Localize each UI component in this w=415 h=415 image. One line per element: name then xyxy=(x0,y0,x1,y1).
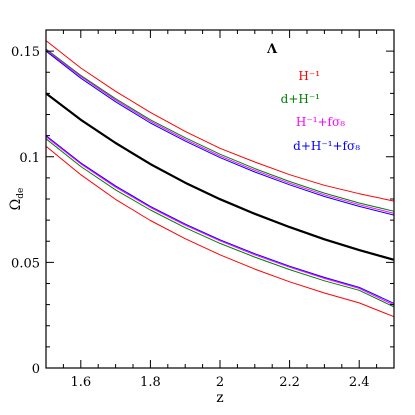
y-axis-label: Ωde xyxy=(8,188,26,211)
series-line-6 xyxy=(45,136,395,306)
y-axis-label-group: Ωde xyxy=(8,188,26,211)
legend-title: Λ xyxy=(266,42,278,57)
series-line-1 xyxy=(45,40,395,202)
x-tick-label-1: 1.8 xyxy=(140,375,161,390)
series-line-3 xyxy=(45,49,395,214)
x-tick-label-3: 2.2 xyxy=(279,375,300,390)
series-layer xyxy=(45,40,395,318)
legend: Λ H⁻¹ d+H⁻¹ H⁻¹+fσ₈ d+H⁻¹+fσ₈ xyxy=(266,42,360,153)
series-line-5 xyxy=(45,135,395,304)
legend-entry-h-inv: H⁻¹ xyxy=(298,69,320,83)
x-tick-label-2: 2 xyxy=(216,375,224,390)
x-tick-label-0: 1.6 xyxy=(70,375,91,390)
legend-entry-d-h-inv-fsigma8: d+H⁻¹+fσ₈ xyxy=(293,139,360,153)
legend-entry-d-h-inv: d+H⁻¹ xyxy=(281,92,320,106)
x-tick-labels: 1.6 1.8 2 2.2 2.4 xyxy=(70,375,369,390)
series-line-0 xyxy=(45,92,395,261)
y-tick-label-1: 0.05 xyxy=(11,256,40,271)
y-tick-label-0: 0 xyxy=(32,362,40,377)
series-line-2 xyxy=(45,48,395,212)
y-tick-labels: 0 0.05 0.1 0.15 xyxy=(11,45,40,377)
series-line-7 xyxy=(45,138,395,308)
ticks-layer xyxy=(45,29,395,369)
y-axis-label-main: Ω xyxy=(8,199,24,211)
series-line-8 xyxy=(45,145,395,318)
y-tick-label-2: 0.1 xyxy=(19,151,40,166)
x-axis-label: z xyxy=(216,390,223,406)
y-axis-label-sub: de xyxy=(16,188,26,199)
y-tick-label-3: 0.15 xyxy=(11,45,40,60)
legend-entry-h-inv-fsigma8: H⁻¹+fσ₈ xyxy=(296,115,345,129)
x-tick-label-4: 2.4 xyxy=(349,375,370,390)
series-line-4 xyxy=(45,50,395,216)
